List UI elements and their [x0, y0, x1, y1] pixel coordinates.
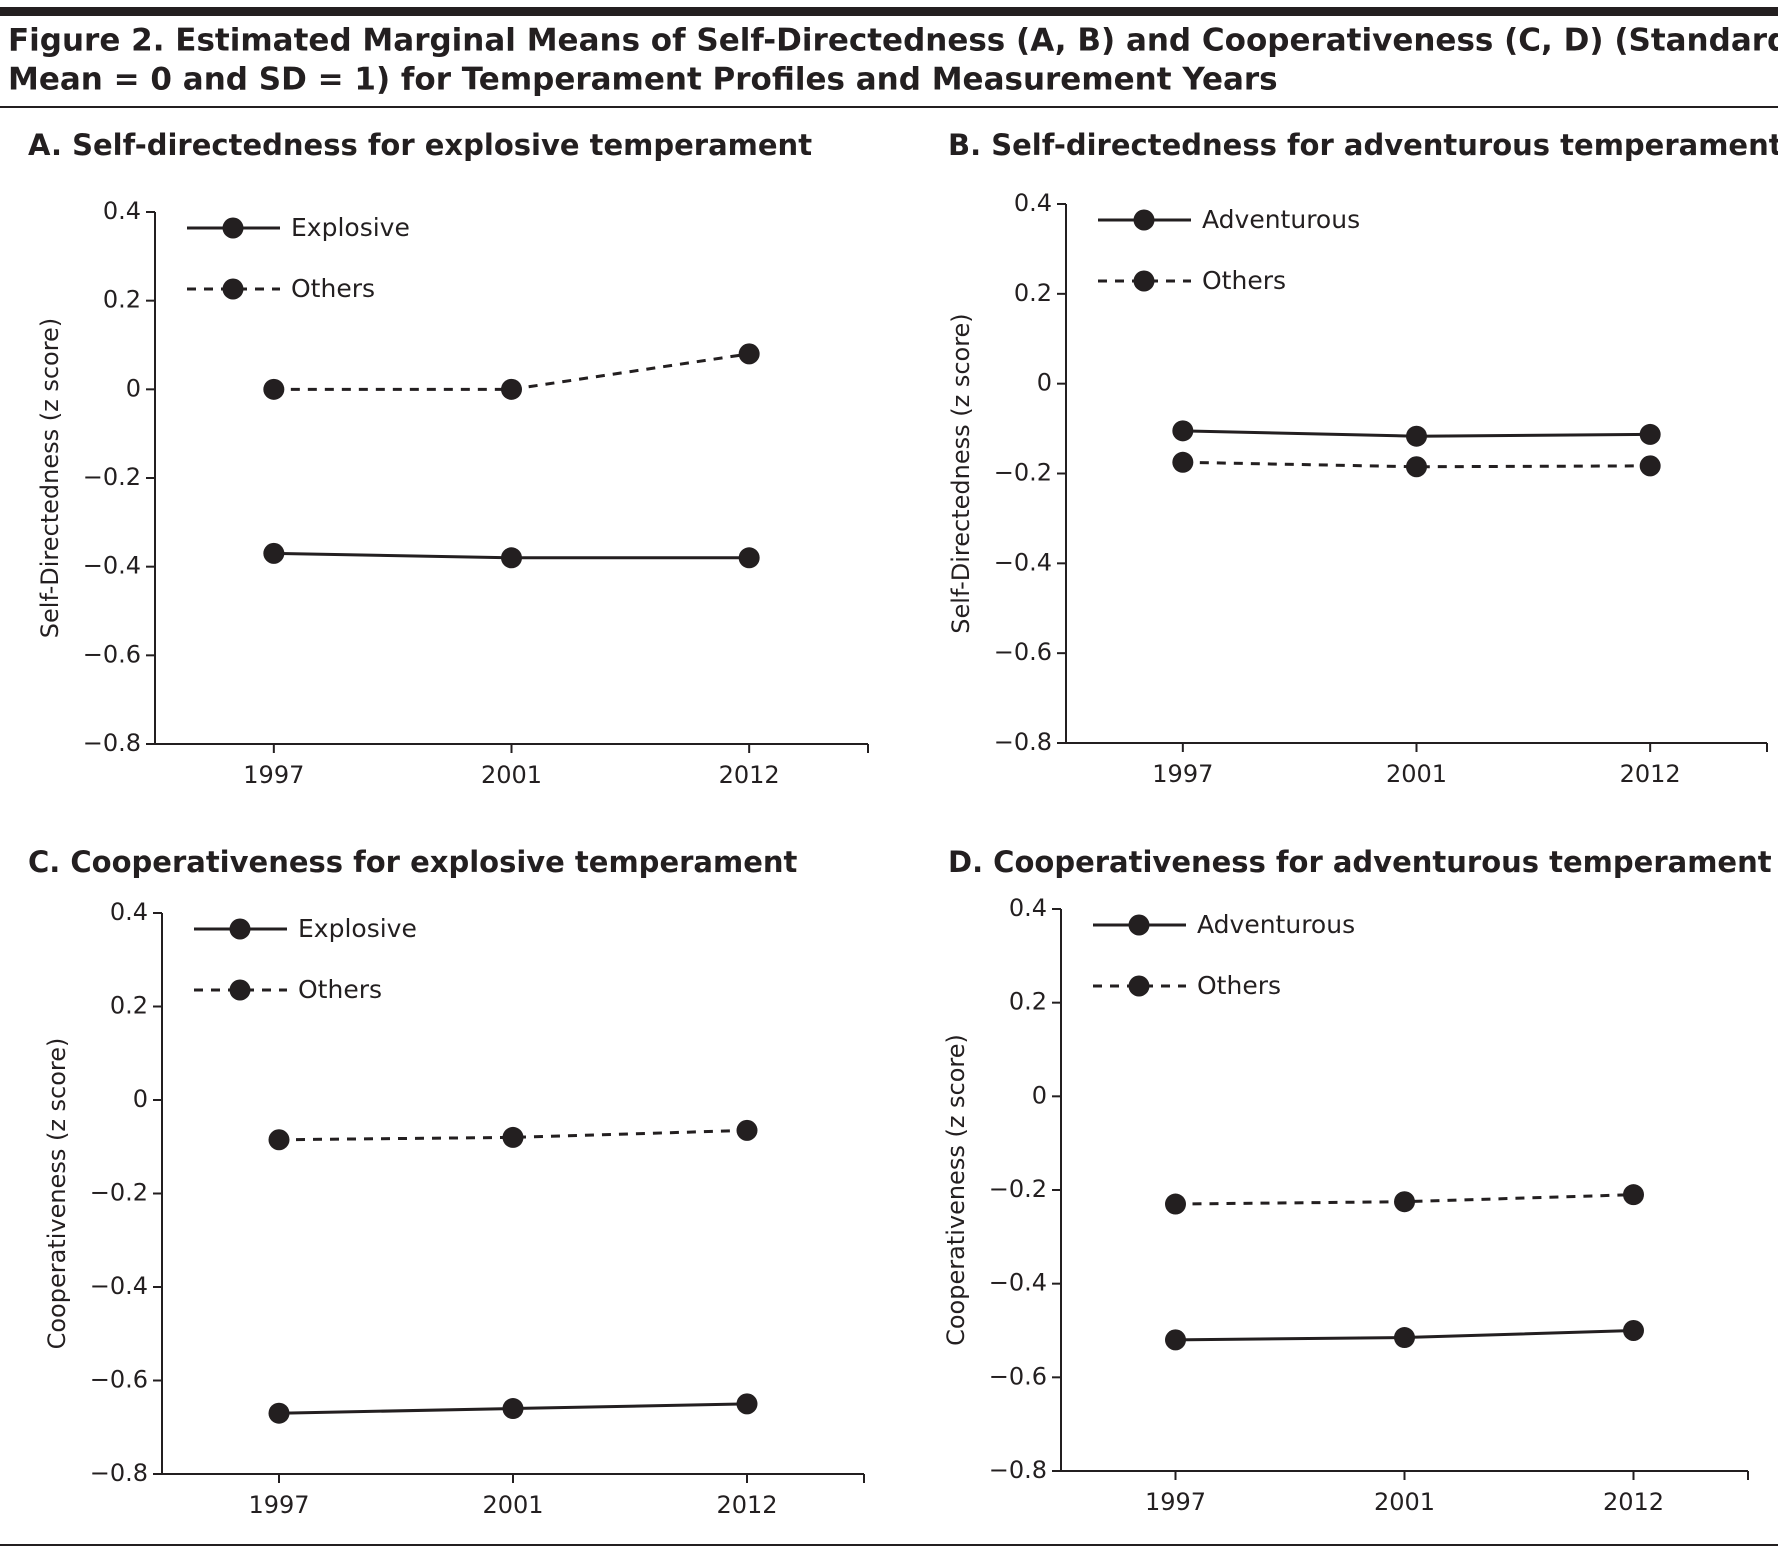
- data-point: [1172, 420, 1194, 442]
- x-tick-label: 2012: [716, 1491, 777, 1519]
- data-point: [1639, 455, 1661, 477]
- legend-marker: [1133, 270, 1155, 292]
- y-axis-label: Self-Directedness (z score): [947, 313, 975, 633]
- y-axis-label: Self-Directedness (z score): [36, 318, 64, 638]
- legend-label: Explosive: [291, 213, 410, 242]
- data-point: [268, 1129, 290, 1151]
- bottom-rule: [0, 1544, 1778, 1546]
- data-point: [1623, 1184, 1644, 1206]
- panel-title: D. Cooperativeness for adventurous tempe…: [948, 845, 1772, 879]
- legend-label: Others: [1197, 971, 1281, 1000]
- data-point: [736, 1393, 758, 1415]
- legend-label: Others: [298, 975, 382, 1004]
- y-tick-label: 0.4: [1014, 189, 1052, 217]
- legend-label: Others: [1202, 266, 1286, 295]
- figure-title: Mean = 0 and SD = 1) for Temperament Pro…: [8, 62, 1278, 98]
- y-tick-label: 0.2: [1009, 988, 1047, 1016]
- x-tick-label: 2012: [1603, 1488, 1664, 1516]
- y-tick-label: −0.8: [83, 729, 141, 757]
- data-point: [1165, 1193, 1186, 1215]
- data-point: [738, 343, 760, 365]
- y-tick-label: 0.4: [110, 898, 148, 926]
- panel-title: A. Self-directedness for explosive tempe…: [28, 128, 812, 162]
- y-tick-label: −0.2: [90, 1179, 148, 1207]
- legend-label: Explosive: [298, 914, 417, 943]
- panel-title: B. Self-directedness for adventurous tem…: [948, 128, 1778, 162]
- y-tick-label: 0: [1037, 369, 1052, 397]
- y-tick-label: 0.2: [110, 992, 148, 1020]
- legend-label: Others: [291, 274, 375, 303]
- y-tick-label: 0: [126, 374, 141, 402]
- data-point: [1165, 1329, 1186, 1351]
- data-point: [263, 378, 285, 400]
- y-tick-label: −0.6: [83, 640, 141, 668]
- x-tick-label: 1997: [1145, 1488, 1206, 1516]
- y-tick-label: −0.2: [989, 1175, 1047, 1203]
- legend-marker: [1128, 914, 1150, 936]
- x-tick-label: 1997: [248, 1491, 309, 1519]
- x-tick-label: 2012: [1620, 760, 1681, 788]
- x-tick-label: 1997: [1152, 760, 1213, 788]
- top-rule: [0, 7, 1778, 16]
- y-tick-label: −0.4: [83, 552, 141, 580]
- y-tick-label: −0.4: [90, 1272, 148, 1300]
- x-tick-label: 2001: [482, 1491, 543, 1519]
- data-point: [1623, 1320, 1644, 1341]
- y-axis-label: Cooperativeness (z score): [942, 1034, 970, 1346]
- y-tick-label: −0.6: [994, 638, 1052, 666]
- data-point: [502, 1398, 524, 1420]
- y-tick-label: 0: [1032, 1081, 1047, 1109]
- legend-label: Adventurous: [1202, 205, 1360, 234]
- data-point: [501, 378, 522, 400]
- x-tick-label: 2001: [1386, 760, 1447, 788]
- data-point: [263, 542, 285, 564]
- y-tick-label: −0.6: [989, 1362, 1047, 1390]
- x-tick-label: 2012: [719, 761, 780, 789]
- y-tick-label: 0.2: [103, 286, 141, 314]
- y-tick-label: −0.6: [90, 1366, 148, 1394]
- legend-marker: [222, 217, 244, 239]
- x-tick-label: 2001: [1374, 1488, 1435, 1516]
- y-tick-label: 0.2: [1014, 279, 1052, 307]
- data-point: [1394, 1327, 1415, 1349]
- data-point: [1406, 456, 1427, 478]
- legend-marker: [229, 979, 251, 1001]
- data-point: [1406, 425, 1427, 447]
- data-point: [1394, 1191, 1415, 1213]
- data-point: [736, 1119, 758, 1141]
- data-point: [268, 1402, 290, 1424]
- y-tick-label: −0.2: [994, 459, 1052, 487]
- x-tick-label: 1997: [243, 761, 304, 789]
- data-point: [1172, 451, 1194, 473]
- legend-marker: [222, 278, 244, 300]
- y-tick-label: −0.8: [989, 1456, 1047, 1484]
- title-rule: [0, 106, 1778, 108]
- y-tick-label: 0.4: [103, 197, 141, 225]
- data-point: [738, 547, 760, 569]
- y-tick-label: −0.4: [994, 548, 1052, 576]
- legend-marker: [229, 918, 251, 940]
- y-axis-label: Cooperativeness (z score): [43, 1038, 71, 1350]
- data-point: [502, 1126, 524, 1148]
- legend-marker: [1128, 975, 1150, 997]
- series-line: [273, 352, 750, 391]
- y-tick-label: −0.8: [994, 728, 1052, 756]
- figure-title: Figure 2. Estimated Marginal Means of Se…: [8, 23, 1778, 59]
- y-tick-label: 0.4: [1009, 894, 1047, 922]
- data-point: [1639, 423, 1661, 445]
- y-tick-label: −0.8: [90, 1459, 148, 1487]
- y-tick-label: 0: [133, 1085, 148, 1113]
- y-tick-label: −0.2: [83, 463, 141, 491]
- panel-title: C. Cooperativeness for explosive tempera…: [28, 845, 798, 879]
- legend-label: Adventurous: [1197, 910, 1355, 939]
- y-tick-label: −0.4: [989, 1269, 1047, 1297]
- data-point: [501, 547, 522, 569]
- x-tick-label: 2001: [481, 761, 542, 789]
- legend-marker: [1133, 209, 1155, 231]
